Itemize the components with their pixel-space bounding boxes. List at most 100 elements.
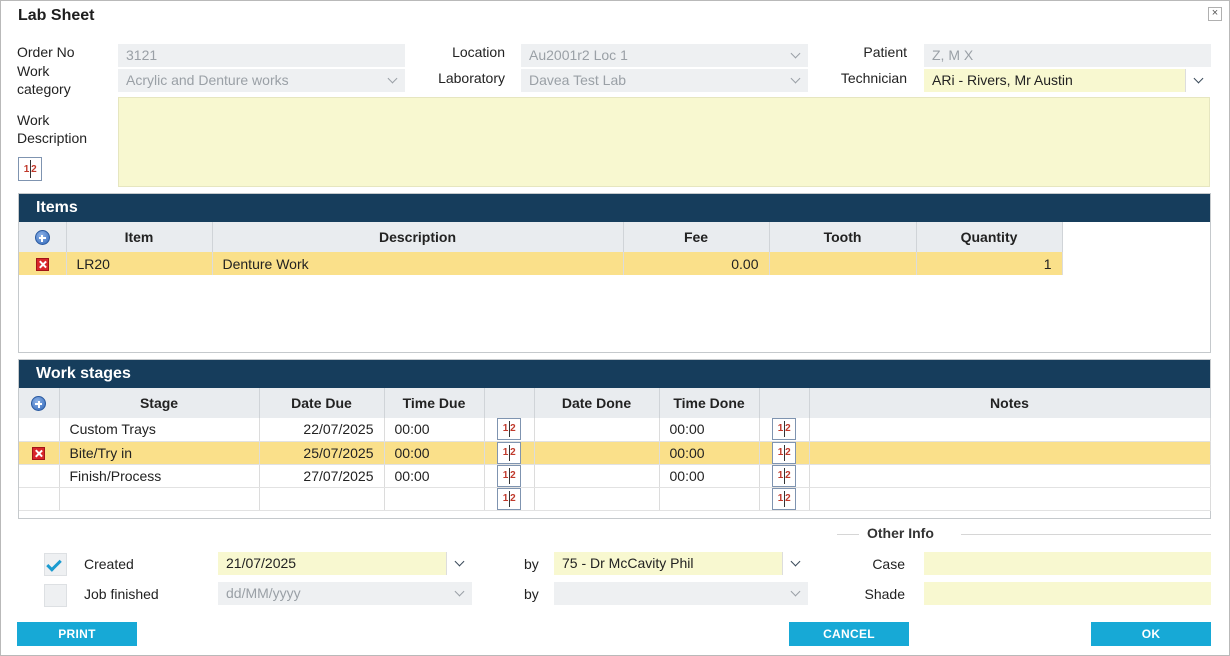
- time-done-cell[interactable]: 00:00: [659, 441, 760, 465]
- date-done-cell[interactable]: [534, 441, 660, 465]
- delete-icon[interactable]: [35, 258, 49, 272]
- time-due-cell[interactable]: 00:00: [384, 418, 485, 442]
- column-header-fee[interactable]: Fee: [623, 222, 770, 252]
- job-finished-date-placeholder: dd/MM/yyyy: [226, 585, 301, 601]
- column-header-date-done[interactable]: Date Done: [534, 388, 660, 418]
- notes-cell[interactable]: [809, 441, 1211, 465]
- cancel-button[interactable]: CANCEL: [789, 622, 909, 646]
- technician-select[interactable]: ARi - Rivers, Mr Austin: [924, 69, 1211, 92]
- job-finished-label: Job finished: [84, 586, 159, 602]
- item-description-cell[interactable]: Denture Work: [212, 252, 624, 275]
- calculator-icon[interactable]: 1 2: [772, 441, 796, 463]
- column-header-quantity[interactable]: Quantity: [916, 222, 1063, 252]
- stage-cell[interactable]: Finish/Process: [59, 464, 260, 488]
- shade-input[interactable]: [924, 582, 1211, 605]
- order-no-value: 3121: [126, 47, 158, 63]
- time-due-cell[interactable]: 00:00: [384, 441, 485, 465]
- item-code-cell[interactable]: LR20: [66, 252, 213, 275]
- window-title: Lab Sheet: [18, 7, 95, 24]
- done-calculator-cell[interactable]: 1 2: [759, 418, 810, 442]
- stage-cell[interactable]: Custom Trays: [59, 418, 260, 442]
- table-row[interactable]: Custom Trays 22/07/2025 00:00 1 2 00:00 …: [19, 418, 1211, 442]
- date-due-cell[interactable]: 22/07/2025: [259, 418, 385, 442]
- case-input[interactable]: [924, 552, 1211, 575]
- due-calculator-cell[interactable]: 1 2: [484, 418, 535, 442]
- row-marker-cell: [19, 487, 60, 511]
- column-header-item[interactable]: Item: [66, 222, 213, 252]
- table-row[interactable]: Finish/Process 27/07/2025 00:00 1 2 00:0…: [19, 464, 1211, 488]
- time-done-cell[interactable]: 00:00: [659, 464, 760, 488]
- table-row[interactable]: 1 2 1 2: [19, 487, 1211, 511]
- due-calculator-cell[interactable]: 1 2: [484, 487, 535, 511]
- calculator-icon[interactable]: 1 2: [497, 418, 521, 440]
- close-icon[interactable]: ×: [1208, 7, 1222, 21]
- divider: [961, 534, 1211, 535]
- job-finished-date-field: dd/MM/yyyy: [218, 582, 472, 605]
- checkmark-icon: [46, 556, 62, 572]
- column-header-time-done[interactable]: Time Done: [659, 388, 760, 418]
- column-header-stage[interactable]: Stage: [59, 388, 260, 418]
- delete-icon[interactable]: [32, 447, 46, 461]
- laboratory-value: Davea Test Lab: [529, 72, 627, 88]
- calculator-icon[interactable]: 1 2: [497, 464, 521, 486]
- notes-cell[interactable]: [809, 487, 1211, 511]
- table-row[interactable]: LR20 Denture Work 0.00 1: [19, 252, 1063, 275]
- date-due-cell[interactable]: 27/07/2025: [259, 464, 385, 488]
- calculator-icon[interactable]: 1 2: [772, 464, 796, 486]
- stage-cell[interactable]: Bite/Try in: [59, 441, 260, 465]
- table-row[interactable]: Bite/Try in 25/07/2025 00:00 1 2 00:00 1…: [19, 441, 1211, 465]
- column-header-date-due[interactable]: Date Due: [259, 388, 385, 418]
- column-header-calc-done: [759, 388, 810, 418]
- done-calculator-cell[interactable]: 1 2: [759, 487, 810, 511]
- time-done-cell[interactable]: 00:00: [659, 418, 760, 442]
- date-done-cell[interactable]: [534, 464, 660, 488]
- technician-value: ARi - Rivers, Mr Austin: [932, 72, 1073, 88]
- add-item-button[interactable]: [19, 222, 67, 252]
- notes-cell[interactable]: [809, 418, 1211, 442]
- calculator-icon[interactable]: 1 2: [18, 157, 42, 181]
- time-due-cell[interactable]: [384, 487, 485, 511]
- column-header-notes[interactable]: Notes: [809, 388, 1211, 418]
- due-calculator-cell[interactable]: 1 2: [484, 441, 535, 465]
- delete-row-button[interactable]: [19, 441, 60, 465]
- stage-cell[interactable]: [59, 487, 260, 511]
- time-due-cell[interactable]: 00:00: [384, 464, 485, 488]
- work-description-textarea[interactable]: [118, 97, 1210, 187]
- date-done-cell[interactable]: [534, 487, 660, 511]
- date-due-cell[interactable]: 25/07/2025: [259, 441, 385, 465]
- calculator-icon[interactable]: 1 2: [772, 418, 796, 440]
- add-icon[interactable]: [34, 230, 50, 246]
- add-icon[interactable]: [31, 396, 47, 412]
- chevron-down-icon[interactable]: [782, 552, 808, 575]
- add-stage-button[interactable]: [19, 388, 60, 418]
- location-value: Au2001r2 Loc 1: [529, 47, 628, 63]
- item-quantity-cell[interactable]: 1: [916, 252, 1063, 275]
- ok-button[interactable]: OK: [1091, 622, 1211, 646]
- calculator-icon[interactable]: 1 2: [497, 441, 521, 463]
- date-due-cell[interactable]: [259, 487, 385, 511]
- due-calculator-cell[interactable]: 1 2: [484, 464, 535, 488]
- date-done-cell[interactable]: [534, 418, 660, 442]
- job-finished-checkbox[interactable]: [44, 584, 67, 607]
- chevron-down-icon: [782, 44, 808, 67]
- delete-row-button[interactable]: [19, 252, 67, 275]
- notes-cell[interactable]: [809, 464, 1211, 488]
- print-button[interactable]: PRINT: [17, 622, 137, 646]
- created-checkbox[interactable]: [44, 553, 67, 576]
- column-header-description[interactable]: Description: [212, 222, 624, 252]
- calculator-icon[interactable]: 1 2: [497, 487, 521, 509]
- time-done-cell[interactable]: [659, 487, 760, 511]
- calculator-icon[interactable]: 1 2: [772, 487, 796, 509]
- done-calculator-cell[interactable]: 1 2: [759, 464, 810, 488]
- column-header-time-due[interactable]: Time Due: [384, 388, 485, 418]
- item-tooth-cell[interactable]: [769, 252, 917, 275]
- row-marker-cell: [19, 464, 60, 488]
- done-calculator-cell[interactable]: 1 2: [759, 441, 810, 465]
- chevron-down-icon[interactable]: [1185, 69, 1211, 92]
- chevron-down-icon[interactable]: [446, 552, 472, 575]
- item-fee-cell[interactable]: 0.00: [623, 252, 770, 275]
- created-date-field[interactable]: 21/07/2025: [218, 552, 472, 575]
- column-header-tooth[interactable]: Tooth: [769, 222, 917, 252]
- created-by-select[interactable]: 75 - Dr McCavity Phil: [554, 552, 808, 575]
